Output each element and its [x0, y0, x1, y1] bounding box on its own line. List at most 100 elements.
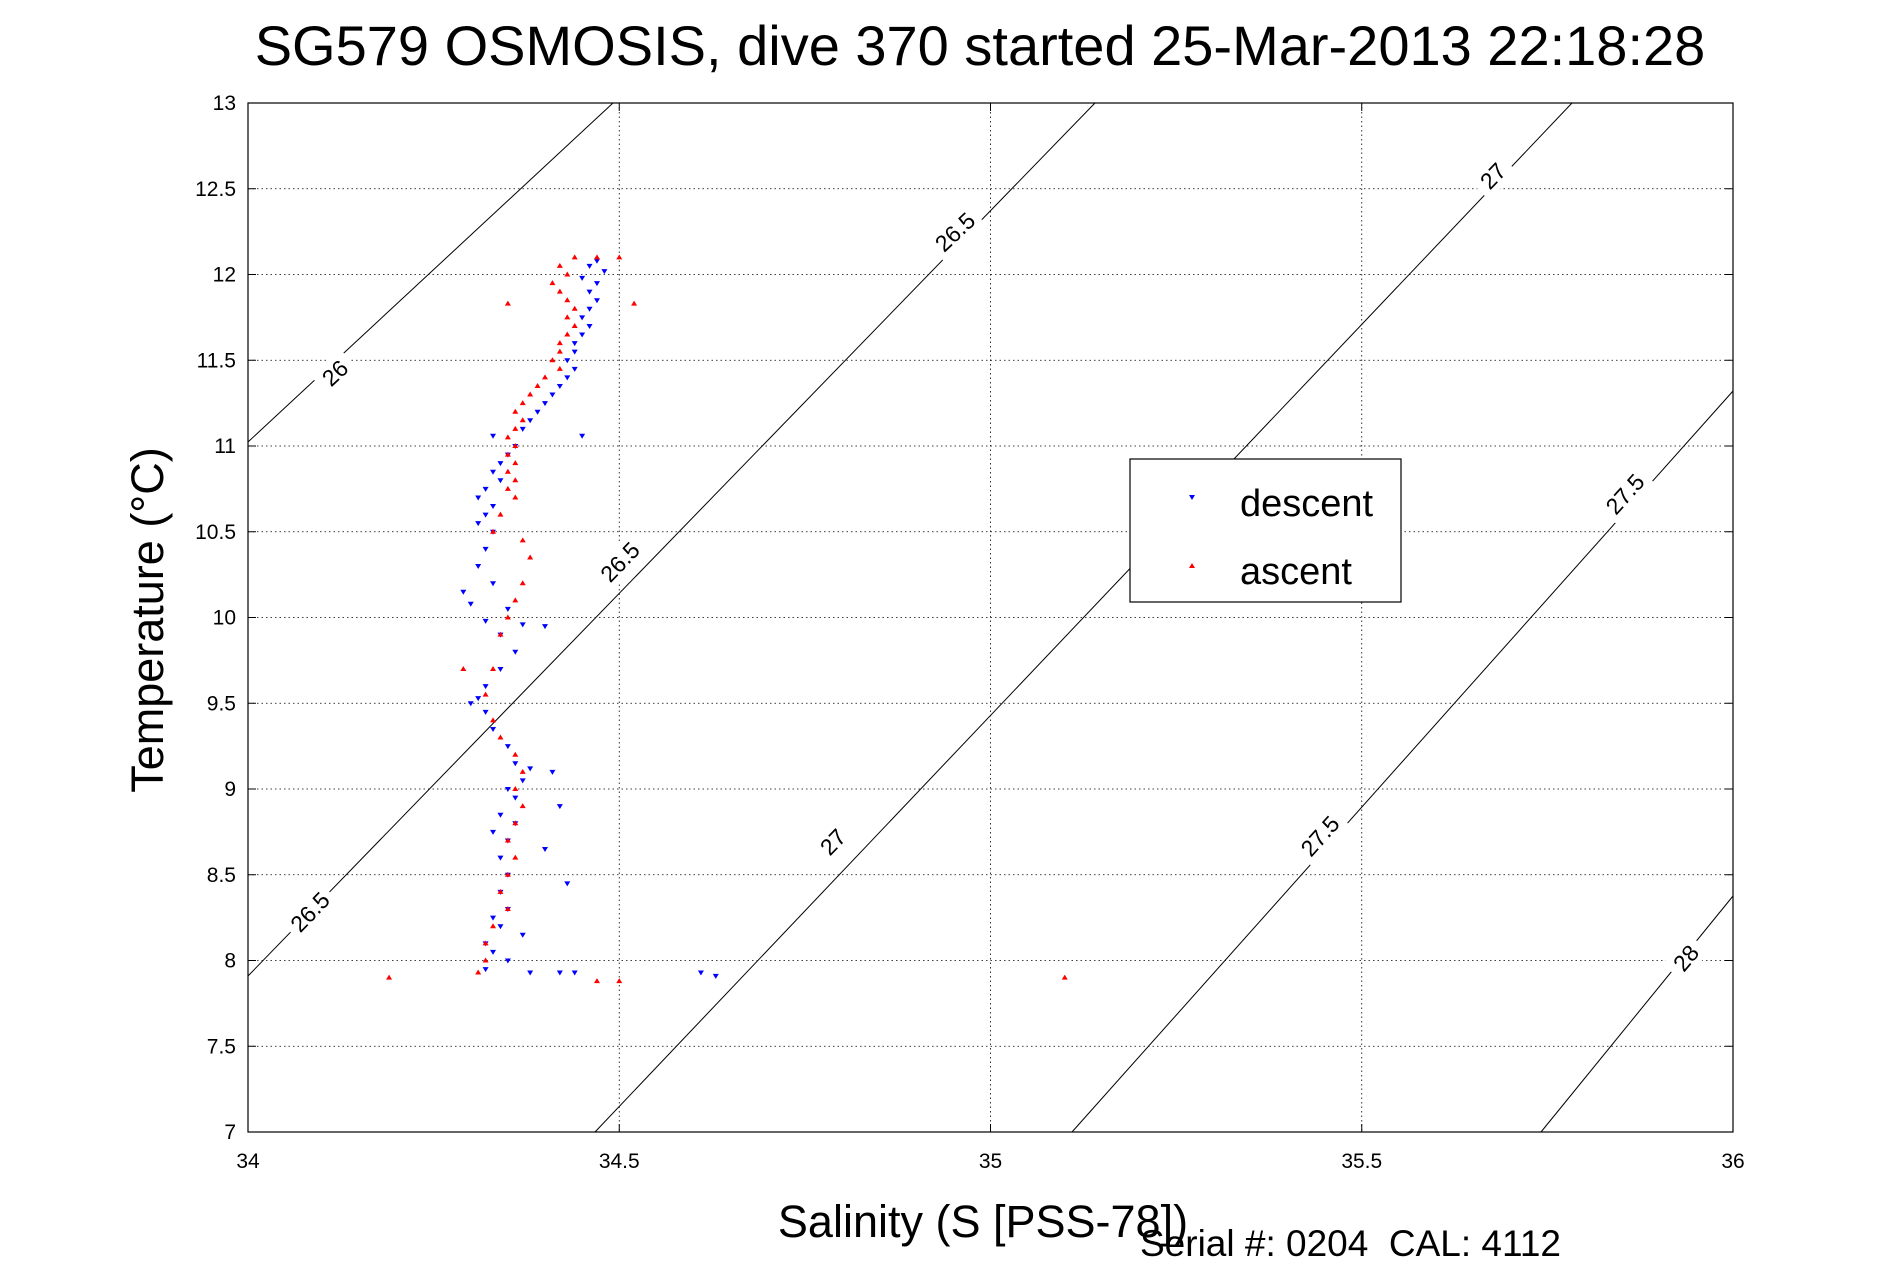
ascent-point	[571, 254, 578, 260]
ascent-point	[512, 477, 519, 483]
descent-point	[712, 973, 719, 979]
legend: descent ascent	[1129, 458, 1402, 603]
descent-point	[549, 769, 556, 775]
x-axis-label: Salinity (S [PSS-78])	[778, 1196, 1188, 1247]
y-tick-label: 11.5	[197, 349, 236, 372]
y-tick-label: 12	[213, 264, 236, 287]
descent-point	[593, 258, 600, 264]
y-axis-label: Temperature (°C)	[122, 447, 173, 793]
descent-point	[542, 624, 548, 630]
descent-point	[460, 589, 467, 595]
ascent-point	[519, 417, 526, 423]
descent-point	[482, 546, 489, 552]
ascent-point	[556, 348, 563, 354]
descent-point	[482, 709, 489, 715]
y-tick-label: 10	[213, 607, 236, 630]
descent-point	[497, 478, 504, 484]
ascent-point	[512, 408, 519, 414]
ascent-point	[564, 271, 571, 277]
ascent-point	[542, 374, 548, 380]
isopycnal-28-line	[1540, 895, 1734, 1133]
axes: 34 34.5 35 35.5 36 7 7.5 8 8.5 9 9.5 10 10.5 11 11.5 12…	[195, 92, 1745, 1173]
ascent-point	[549, 357, 556, 363]
y-tick-label: 9	[224, 778, 236, 801]
descent-point	[475, 696, 482, 702]
descent-point	[579, 433, 586, 439]
descent-point	[527, 418, 534, 424]
x-tick-label: 36	[1721, 1150, 1744, 1173]
ascent-point	[512, 443, 519, 448]
ascent-point	[527, 554, 534, 560]
descent-point	[579, 332, 586, 338]
ascent-point	[616, 254, 623, 260]
x-tick-label: 35	[979, 1150, 1002, 1173]
descent-point	[542, 847, 548, 853]
ascent-point	[504, 300, 511, 306]
ascent-point	[497, 631, 504, 637]
ascent-point	[512, 597, 519, 603]
descent-point	[497, 924, 504, 930]
ascent-point	[549, 280, 556, 286]
ascent-point	[504, 871, 511, 877]
descent-point	[482, 684, 489, 690]
ascent-point	[482, 940, 489, 946]
ascent-point	[504, 906, 511, 912]
descent-point	[497, 812, 504, 818]
descent-point	[504, 744, 511, 750]
descent-point	[467, 701, 474, 707]
ascent-point	[460, 665, 467, 671]
ascent-point	[593, 254, 600, 260]
ascent-point	[490, 717, 497, 723]
ascent-point	[490, 528, 497, 534]
descent-point	[490, 469, 497, 475]
descent-point	[482, 486, 489, 492]
descent-point	[482, 512, 489, 518]
x-tick-label: 35.5	[1341, 1150, 1382, 1173]
ascent-point	[571, 305, 578, 311]
ascent-point	[616, 978, 623, 984]
isopycnal-27-line	[594, 102, 1573, 1133]
descent-point	[482, 618, 489, 624]
ascent-point	[631, 300, 638, 306]
descent-point	[490, 829, 497, 835]
scatter-points	[386, 254, 1068, 984]
descent-point	[497, 666, 504, 672]
y-tick-label: 10.5	[195, 521, 236, 544]
descent-point	[512, 795, 519, 801]
ascent-point	[504, 837, 511, 843]
ascent-point	[564, 314, 571, 320]
ascent-point	[504, 485, 511, 491]
ascent-point	[497, 734, 504, 740]
x-tick-label: 34	[236, 1150, 260, 1173]
descent-point	[579, 275, 586, 281]
descent-point	[482, 967, 489, 973]
y-tick-label: 12.5	[195, 178, 236, 201]
descent-point	[571, 349, 578, 355]
descent-point	[586, 306, 593, 312]
descent-point	[519, 426, 526, 432]
ascent-point	[571, 322, 578, 328]
descent-point	[519, 932, 526, 938]
descent-point	[467, 601, 474, 607]
descent-point	[586, 289, 593, 295]
ascent-point	[504, 451, 511, 457]
ascent-point	[527, 391, 534, 397]
descent-point	[564, 881, 571, 887]
chart-title: SG579 OSMOSIS, dive 370 started 25-Mar-2…	[255, 14, 1706, 77]
ascent-point	[482, 957, 489, 963]
ascent-point	[504, 614, 511, 620]
descent-point	[490, 581, 497, 587]
descent-point	[542, 401, 548, 407]
legend-descent-label: descent	[1240, 483, 1374, 525]
descent-point	[593, 298, 600, 304]
descent-point	[579, 315, 586, 321]
ascent-point	[512, 460, 519, 466]
descent-point	[490, 504, 497, 510]
descent-point	[534, 409, 541, 415]
descent-point	[571, 366, 578, 372]
descent-point	[601, 269, 608, 275]
ascent-point	[512, 494, 519, 500]
y-tick-label: 8.5	[207, 864, 236, 887]
ascent-point	[519, 580, 526, 586]
y-tick-label: 7.5	[207, 1035, 236, 1058]
